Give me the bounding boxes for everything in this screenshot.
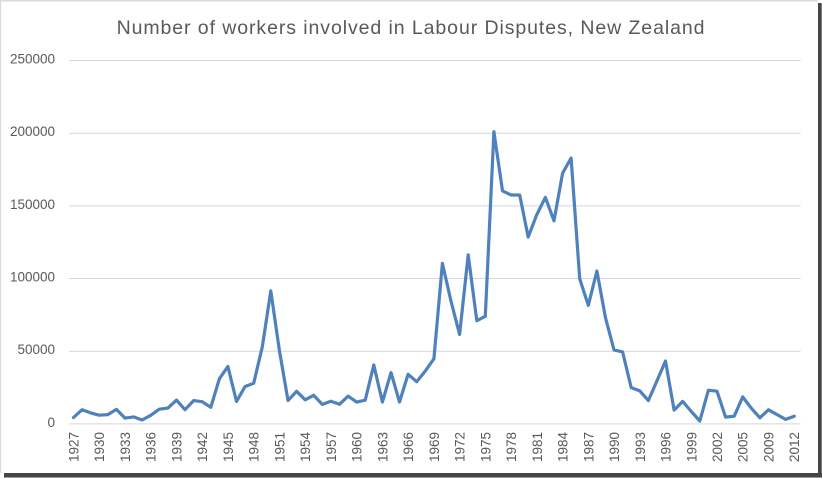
svg-text:150000: 150000 xyxy=(10,197,55,212)
svg-text:1987: 1987 xyxy=(581,432,596,462)
svg-text:1963: 1963 xyxy=(375,432,390,462)
svg-text:0: 0 xyxy=(47,415,55,430)
svg-text:1978: 1978 xyxy=(504,432,519,462)
svg-text:1972: 1972 xyxy=(453,432,468,462)
svg-text:1942: 1942 xyxy=(195,432,210,462)
svg-text:50000: 50000 xyxy=(17,342,55,357)
svg-text:1993: 1993 xyxy=(633,432,648,462)
svg-text:1948: 1948 xyxy=(247,432,262,462)
svg-text:1927: 1927 xyxy=(67,432,82,462)
svg-text:250000: 250000 xyxy=(10,52,55,67)
svg-text:1999: 1999 xyxy=(684,432,699,462)
svg-text:1945: 1945 xyxy=(221,432,236,462)
svg-text:Number of workers involved in: Number of workers involved in Labour Dis… xyxy=(117,17,706,39)
svg-text:1990: 1990 xyxy=(607,432,622,462)
svg-text:1960: 1960 xyxy=(350,432,365,462)
svg-text:2002: 2002 xyxy=(710,432,725,462)
svg-text:100000: 100000 xyxy=(10,270,55,285)
svg-text:1951: 1951 xyxy=(272,432,287,462)
svg-text:1981: 1981 xyxy=(530,432,545,462)
svg-text:2009: 2009 xyxy=(762,432,777,462)
svg-text:1936: 1936 xyxy=(144,432,159,462)
svg-text:1966: 1966 xyxy=(401,432,416,462)
svg-text:1954: 1954 xyxy=(298,431,313,462)
svg-text:2012: 2012 xyxy=(787,432,802,462)
svg-text:1939: 1939 xyxy=(170,432,185,462)
svg-text:1933: 1933 xyxy=(118,432,133,462)
svg-text:1969: 1969 xyxy=(427,432,442,462)
svg-text:1975: 1975 xyxy=(478,432,493,462)
svg-text:1930: 1930 xyxy=(92,432,107,462)
svg-text:1957: 1957 xyxy=(324,432,339,462)
svg-text:1984: 1984 xyxy=(556,431,571,462)
svg-text:200000: 200000 xyxy=(10,124,55,139)
svg-text:2005: 2005 xyxy=(736,432,751,462)
svg-text:1996: 1996 xyxy=(659,432,674,462)
